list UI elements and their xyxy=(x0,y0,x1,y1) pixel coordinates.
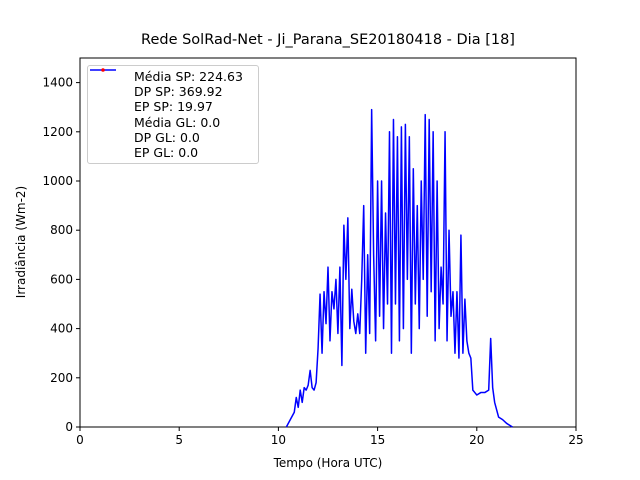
y-tick-label: 200 xyxy=(50,371,73,385)
legend: Média SP: 224.63 DP SP: 369.92 EP SP: 19… xyxy=(87,65,259,164)
legend-marker xyxy=(101,68,105,72)
data-line xyxy=(285,108,513,428)
y-tick-label: 800 xyxy=(50,223,73,237)
y-tick-label: 600 xyxy=(50,272,73,286)
chart-title: Rede SolRad-Net - Ji_Parana_SE20180418 -… xyxy=(141,32,515,48)
plot-frame xyxy=(79,57,577,428)
legend-label: Média GL: 0.0 DP GL: 0.0 EP GL: 0.0 xyxy=(134,115,221,160)
legend-entry: Média SP: 224.63 DP SP: 369.92 EP SP: 19… xyxy=(88,69,258,114)
legend-icon xyxy=(101,68,105,72)
x-tick-label: 20 xyxy=(469,433,484,447)
legend-label: Média SP: 224.63 DP SP: 369.92 EP SP: 19… xyxy=(134,69,243,114)
x-tick-label: 10 xyxy=(271,433,286,447)
x-tick-label: 15 xyxy=(370,433,385,447)
y-tick-label: 400 xyxy=(50,322,73,336)
x-tick-label: 25 xyxy=(568,433,583,447)
y-axis-label: Irradiância (Wm-2) xyxy=(14,186,28,298)
x-axis-label: Tempo (Hora UTC) xyxy=(273,456,383,470)
x-tick-label: 0 xyxy=(76,433,84,447)
y-tick-label: 1000 xyxy=(42,174,73,188)
y-tick-label: 0 xyxy=(65,420,73,434)
y-tick-label: 1400 xyxy=(42,76,73,90)
legend-entry: Média GL: 0.0 DP GL: 0.0 EP GL: 0.0 xyxy=(88,68,258,160)
x-tick-label: 5 xyxy=(175,433,183,447)
y-tick-label: 1200 xyxy=(42,125,73,139)
